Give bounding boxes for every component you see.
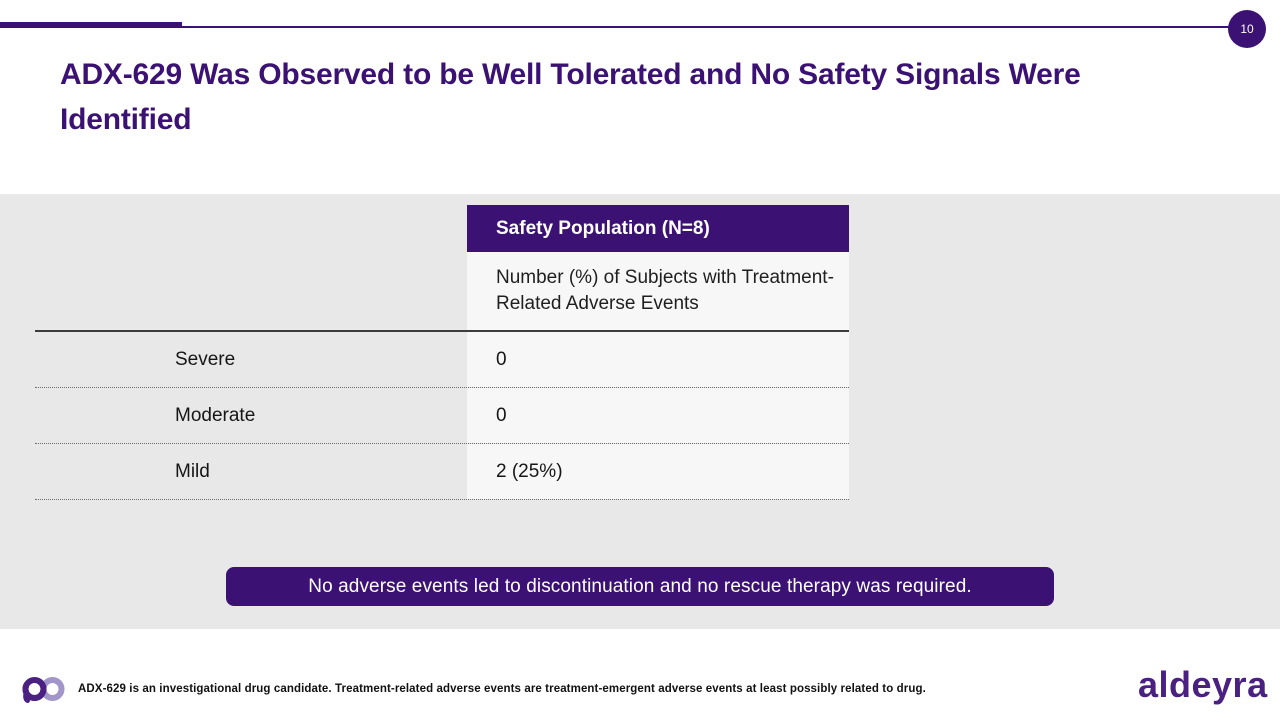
row-value: 0: [467, 388, 849, 443]
table-row: Moderate 0: [35, 388, 849, 444]
page-number-badge: 10: [1228, 10, 1266, 48]
footnote-text: ADX-629 is an investigational drug candi…: [78, 683, 926, 695]
row-label: Mild: [175, 460, 210, 482]
row-label: Severe: [175, 348, 236, 370]
table-subheader: Number (%) of Subjects with Treatment-Re…: [467, 252, 849, 330]
table-header-label: Safety Population (N=8): [496, 217, 710, 239]
aldeyra-logo-icon: [22, 677, 65, 703]
table-row: Severe 0: [35, 332, 849, 388]
row-value: 0: [467, 332, 849, 387]
table-header: Safety Population (N=8): [467, 205, 849, 252]
aldeyra-wordmark: aldeyra: [1138, 664, 1268, 705]
row-value: 2 (25%): [467, 444, 849, 499]
callout-text: No adverse events led to discontinuation…: [308, 575, 972, 597]
table-subheader-label: Number (%) of Subjects with Treatment-Re…: [496, 267, 834, 314]
table-body: Severe 0 Moderate 0 Mild 2 (25%): [35, 330, 849, 500]
row-label: Moderate: [175, 404, 256, 426]
slide-title: ADX-629 Was Observed to be Well Tolerate…: [60, 58, 1081, 136]
callout-banner: No adverse events led to discontinuation…: [226, 567, 1054, 606]
top-rule-accent: [0, 22, 182, 28]
table-row: Mild 2 (25%): [35, 444, 849, 500]
page-number: 10: [1240, 22, 1254, 36]
top-rule-thin: [0, 26, 1232, 28]
